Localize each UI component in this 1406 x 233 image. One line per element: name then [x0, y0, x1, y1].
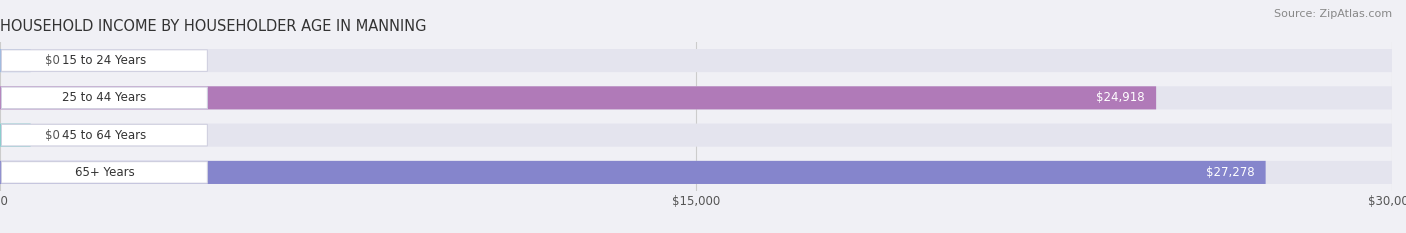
FancyBboxPatch shape	[1, 124, 208, 146]
Text: 65+ Years: 65+ Years	[75, 166, 134, 179]
Text: $27,278: $27,278	[1206, 166, 1254, 179]
FancyBboxPatch shape	[0, 86, 1392, 110]
Text: HOUSEHOLD INCOME BY HOUSEHOLDER AGE IN MANNING: HOUSEHOLD INCOME BY HOUSEHOLDER AGE IN M…	[0, 19, 426, 34]
Text: 15 to 24 Years: 15 to 24 Years	[62, 54, 146, 67]
FancyBboxPatch shape	[0, 161, 1392, 184]
FancyBboxPatch shape	[1, 50, 208, 71]
Text: $0: $0	[45, 54, 59, 67]
FancyBboxPatch shape	[0, 86, 1156, 110]
Text: Source: ZipAtlas.com: Source: ZipAtlas.com	[1274, 9, 1392, 19]
FancyBboxPatch shape	[1, 162, 208, 183]
FancyBboxPatch shape	[1, 87, 208, 109]
Text: 25 to 44 Years: 25 to 44 Years	[62, 91, 146, 104]
Text: $24,918: $24,918	[1097, 91, 1144, 104]
FancyBboxPatch shape	[0, 123, 1392, 147]
FancyBboxPatch shape	[0, 161, 1265, 184]
FancyBboxPatch shape	[0, 123, 31, 147]
FancyBboxPatch shape	[0, 49, 1392, 72]
FancyBboxPatch shape	[0, 49, 31, 72]
Text: $0: $0	[45, 129, 59, 142]
Text: 45 to 64 Years: 45 to 64 Years	[62, 129, 146, 142]
